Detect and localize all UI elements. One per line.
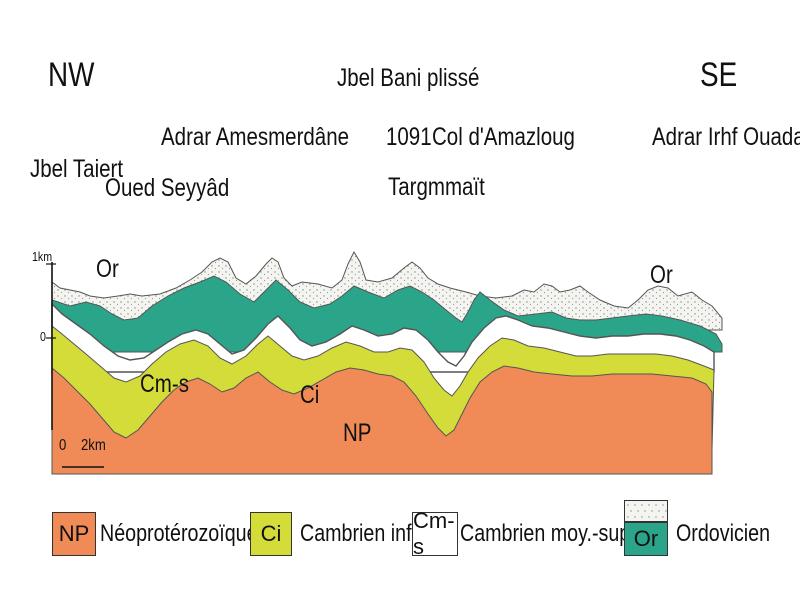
scale-label-2km: 2km	[81, 437, 106, 454]
scale-label-1km: 1km	[32, 249, 53, 264]
scale-label-0: 0	[40, 329, 46, 344]
section-title: Jbel Bani plissé	[337, 64, 480, 92]
place-adrar-irhf-ouadar: Adrar Irhf Ouadar	[652, 123, 800, 151]
place-oued-seyyad: Oued Seyyâd	[105, 174, 230, 202]
elevation-1091: 1091	[386, 123, 432, 151]
legend-label-ci: Cambrien inf.	[300, 520, 418, 547]
unit-label-or-right: Or	[650, 261, 673, 289]
se-label: SE	[700, 56, 738, 94]
legend-swatch-cms: Cm-s	[412, 508, 458, 559]
place-targmmait: Targmmaït	[388, 173, 485, 201]
nw-label: NW	[48, 56, 95, 94]
legend-swatch-or: Or	[624, 522, 668, 556]
legend-label-np: Néoprotérozoïque	[100, 520, 258, 547]
legend-label-or: Ordovicien	[676, 520, 771, 547]
place-jbel-taiert: Jbel Taiert	[30, 155, 124, 183]
legend-code-cms: Cm-s	[413, 508, 455, 559]
neoproterozoic-layer	[51, 365, 713, 475]
legend-swatch-or-top	[624, 500, 668, 522]
unit-label-or-left: Or	[96, 255, 119, 283]
dotted-pattern-icon	[625, 501, 667, 521]
place-col-amazloug: Col d'Amazloug	[432, 123, 575, 151]
scale-label-h0: 0	[59, 437, 67, 454]
legend-code-ci: Ci	[260, 521, 282, 546]
legend-code-np: NP	[58, 521, 90, 546]
legend-code-or: Or	[633, 526, 659, 551]
unit-label-np: NP	[343, 419, 372, 447]
legend-swatch-np: NP	[52, 512, 96, 556]
legend-label-cms: Cambrien moy.-sup.	[460, 520, 636, 547]
legend-swatch-ci: Ci	[250, 512, 292, 556]
unit-label-ci: Ci	[300, 381, 320, 409]
place-adrar-amesmerdane: Adrar Amesmerdâne	[161, 123, 350, 151]
unit-label-cm-s: Cm-s	[140, 370, 189, 398]
